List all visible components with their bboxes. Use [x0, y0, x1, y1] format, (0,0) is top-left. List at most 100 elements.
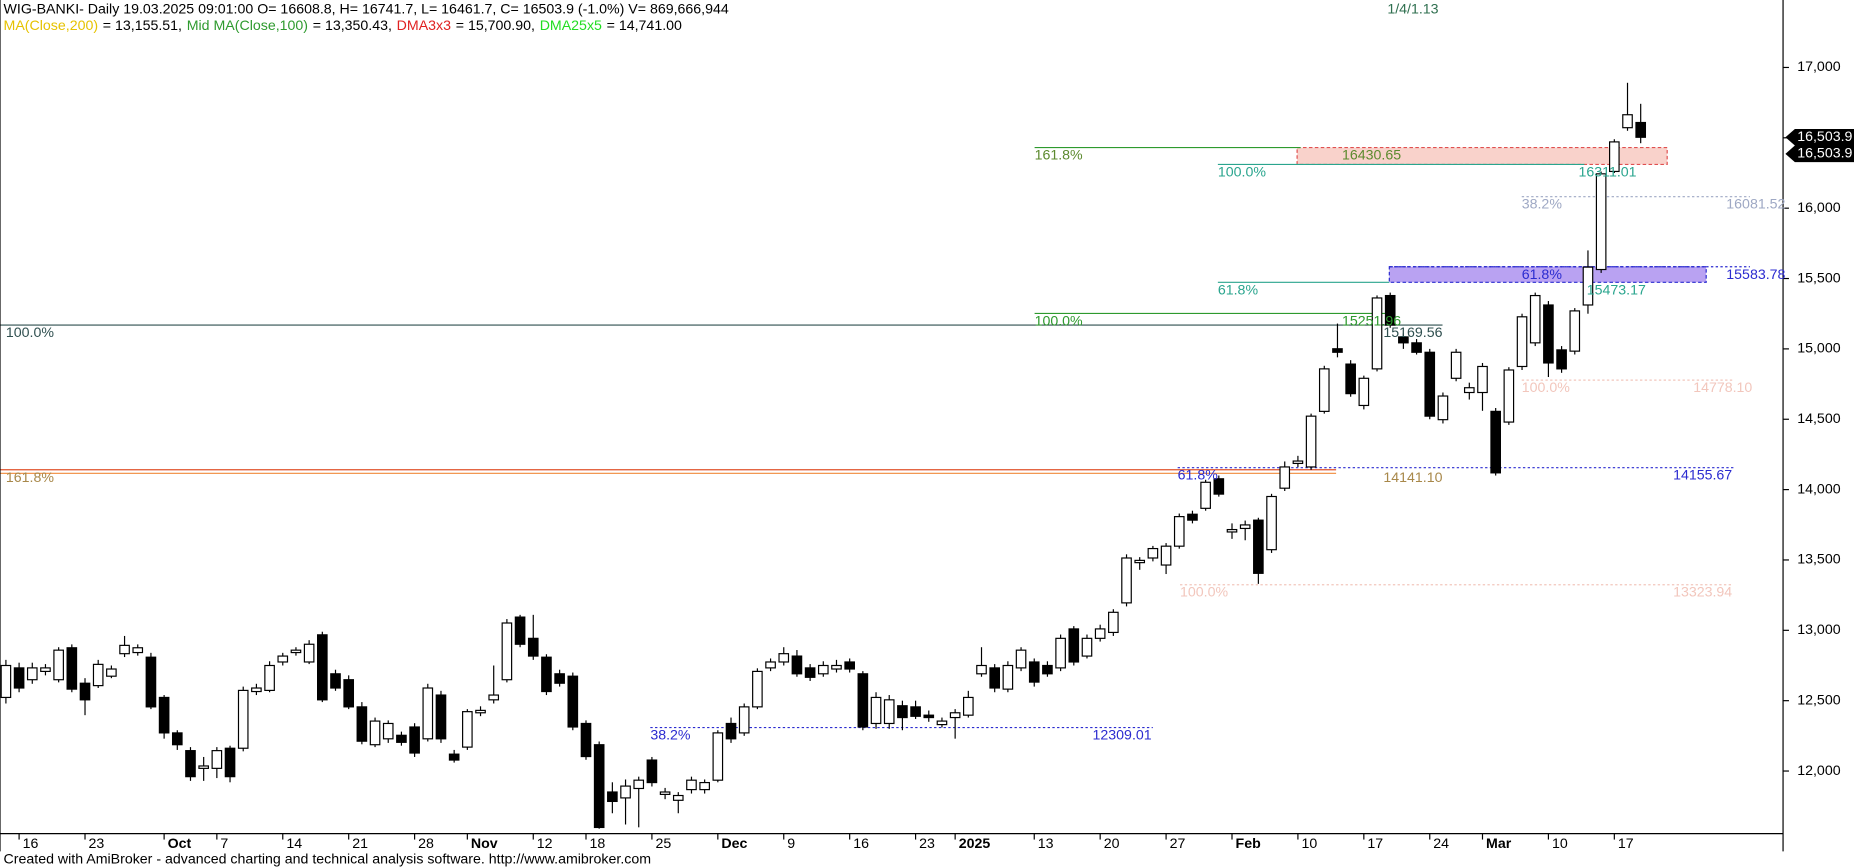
candle-body — [1094, 628, 1106, 639]
y-tick-label: 14,500 — [1797, 411, 1840, 427]
y-tick-label: 15,500 — [1797, 270, 1840, 286]
candle-body — [1477, 365, 1488, 394]
level-label: 14778.10 — [1693, 380, 1752, 396]
candle-body — [119, 644, 130, 655]
price-marker — [1785, 145, 1854, 163]
level-label: 100.0% — [6, 325, 54, 341]
x-tick-label: 17 — [1618, 836, 1634, 852]
candle-body — [567, 675, 579, 728]
candle-body — [237, 689, 249, 749]
candle-body — [554, 673, 565, 684]
candle-body — [1424, 351, 1436, 417]
candle-body — [396, 734, 407, 743]
candle-body — [211, 750, 223, 769]
candle-body — [791, 655, 803, 675]
x-tick-label: 18 — [590, 836, 606, 852]
indicator-name: Mid MA(Close,100) — [187, 18, 308, 34]
candle-body — [936, 720, 948, 726]
indicator-value: = 13,350.43, — [313, 18, 392, 34]
candle-body — [79, 682, 91, 701]
candle-body — [409, 726, 420, 754]
x-tick-label: 23 — [919, 836, 935, 852]
indicator-name: MA(Close,200) — [4, 18, 99, 34]
level-label: 15169.56 — [1383, 325, 1442, 341]
candle-body — [725, 722, 737, 740]
x-tick-label: 7 — [220, 836, 228, 852]
y-tick-label: 14,000 — [1797, 481, 1840, 497]
candle-body — [290, 649, 302, 654]
x-tick-label: Oct — [168, 836, 192, 852]
x-tick-label: 12 — [537, 836, 553, 852]
level-label: 13323.94 — [1673, 585, 1732, 601]
candle-body — [976, 664, 987, 675]
candle-body — [1200, 481, 1211, 509]
candle-body — [448, 753, 460, 761]
x-tick-label: 17 — [1367, 836, 1383, 852]
fib-levels — [0, 146, 1750, 729]
level-label: 100.0% — [1180, 585, 1228, 601]
candle-body — [712, 732, 724, 781]
level-label: 38.2% — [1522, 197, 1563, 213]
candle-body — [1543, 304, 1554, 364]
candle-body — [1081, 637, 1093, 657]
candle-body — [1068, 628, 1080, 663]
top-label: 1/4/1.13 — [1387, 1, 1438, 17]
candle-body — [106, 668, 117, 677]
level-label: 61.8% — [1178, 468, 1219, 484]
candle-body — [1490, 410, 1501, 474]
candle-body — [1437, 395, 1449, 421]
candle-body — [1292, 460, 1304, 465]
candle-body — [422, 687, 434, 740]
candle-body — [1134, 559, 1146, 564]
candle-body — [752, 670, 763, 708]
level-label: 15583.78 — [1726, 267, 1785, 283]
candle-body — [844, 661, 855, 670]
x-tick-label: 25 — [655, 836, 671, 852]
price-marker-label: 16,503.9 — [1797, 146, 1852, 162]
candle-body — [1635, 121, 1647, 138]
y-tick-label: 13,000 — [1797, 622, 1840, 638]
candle-body — [171, 732, 183, 746]
candle-body — [1582, 266, 1594, 306]
x-tick-label: 21 — [352, 836, 368, 852]
candle-body — [1503, 369, 1515, 423]
x-tick-label: 24 — [1433, 836, 1449, 852]
level-label: 100.0% — [1522, 380, 1570, 396]
candle-body — [53, 649, 64, 681]
y-tick-label: 17,000 — [1797, 59, 1840, 75]
candle-body — [527, 637, 539, 657]
candle-body — [0, 664, 12, 699]
x-tick-label: 2025 — [959, 836, 991, 852]
candle-body — [738, 706, 750, 734]
candle-body — [1121, 557, 1132, 604]
indicator-legend: MA(Close,200) = 13,155.51, Mid MA(Close,10… — [4, 18, 682, 34]
candle-body — [620, 785, 631, 799]
candle-body — [158, 696, 170, 734]
candle-body — [1345, 363, 1356, 395]
y-tick-label: 13,500 — [1797, 552, 1840, 568]
candle-body — [1015, 649, 1027, 669]
candle-body — [92, 663, 104, 687]
candle-body — [778, 653, 790, 663]
candle-body — [580, 722, 592, 758]
candle-body — [672, 794, 684, 801]
candle-body — [1516, 316, 1528, 368]
candle-body — [1595, 173, 1607, 271]
candle-body — [593, 744, 605, 829]
candle-body — [1384, 294, 1396, 326]
x-tick-label: 16 — [853, 836, 869, 852]
candle-body — [1055, 637, 1066, 669]
footer: Created with AmiBroker - advanced charti… — [4, 851, 651, 867]
candle-body — [317, 634, 328, 701]
candles — [0, 82, 1647, 829]
x-tick-label: 10 — [1552, 836, 1568, 852]
candle-body — [251, 687, 262, 693]
candle-body — [66, 647, 78, 690]
y-tick-label: 16,000 — [1797, 200, 1840, 216]
x-tick-label: 27 — [1170, 836, 1186, 852]
candle-body — [949, 712, 961, 719]
candle-body — [264, 664, 275, 691]
x-tick-label: Mar — [1486, 836, 1512, 852]
